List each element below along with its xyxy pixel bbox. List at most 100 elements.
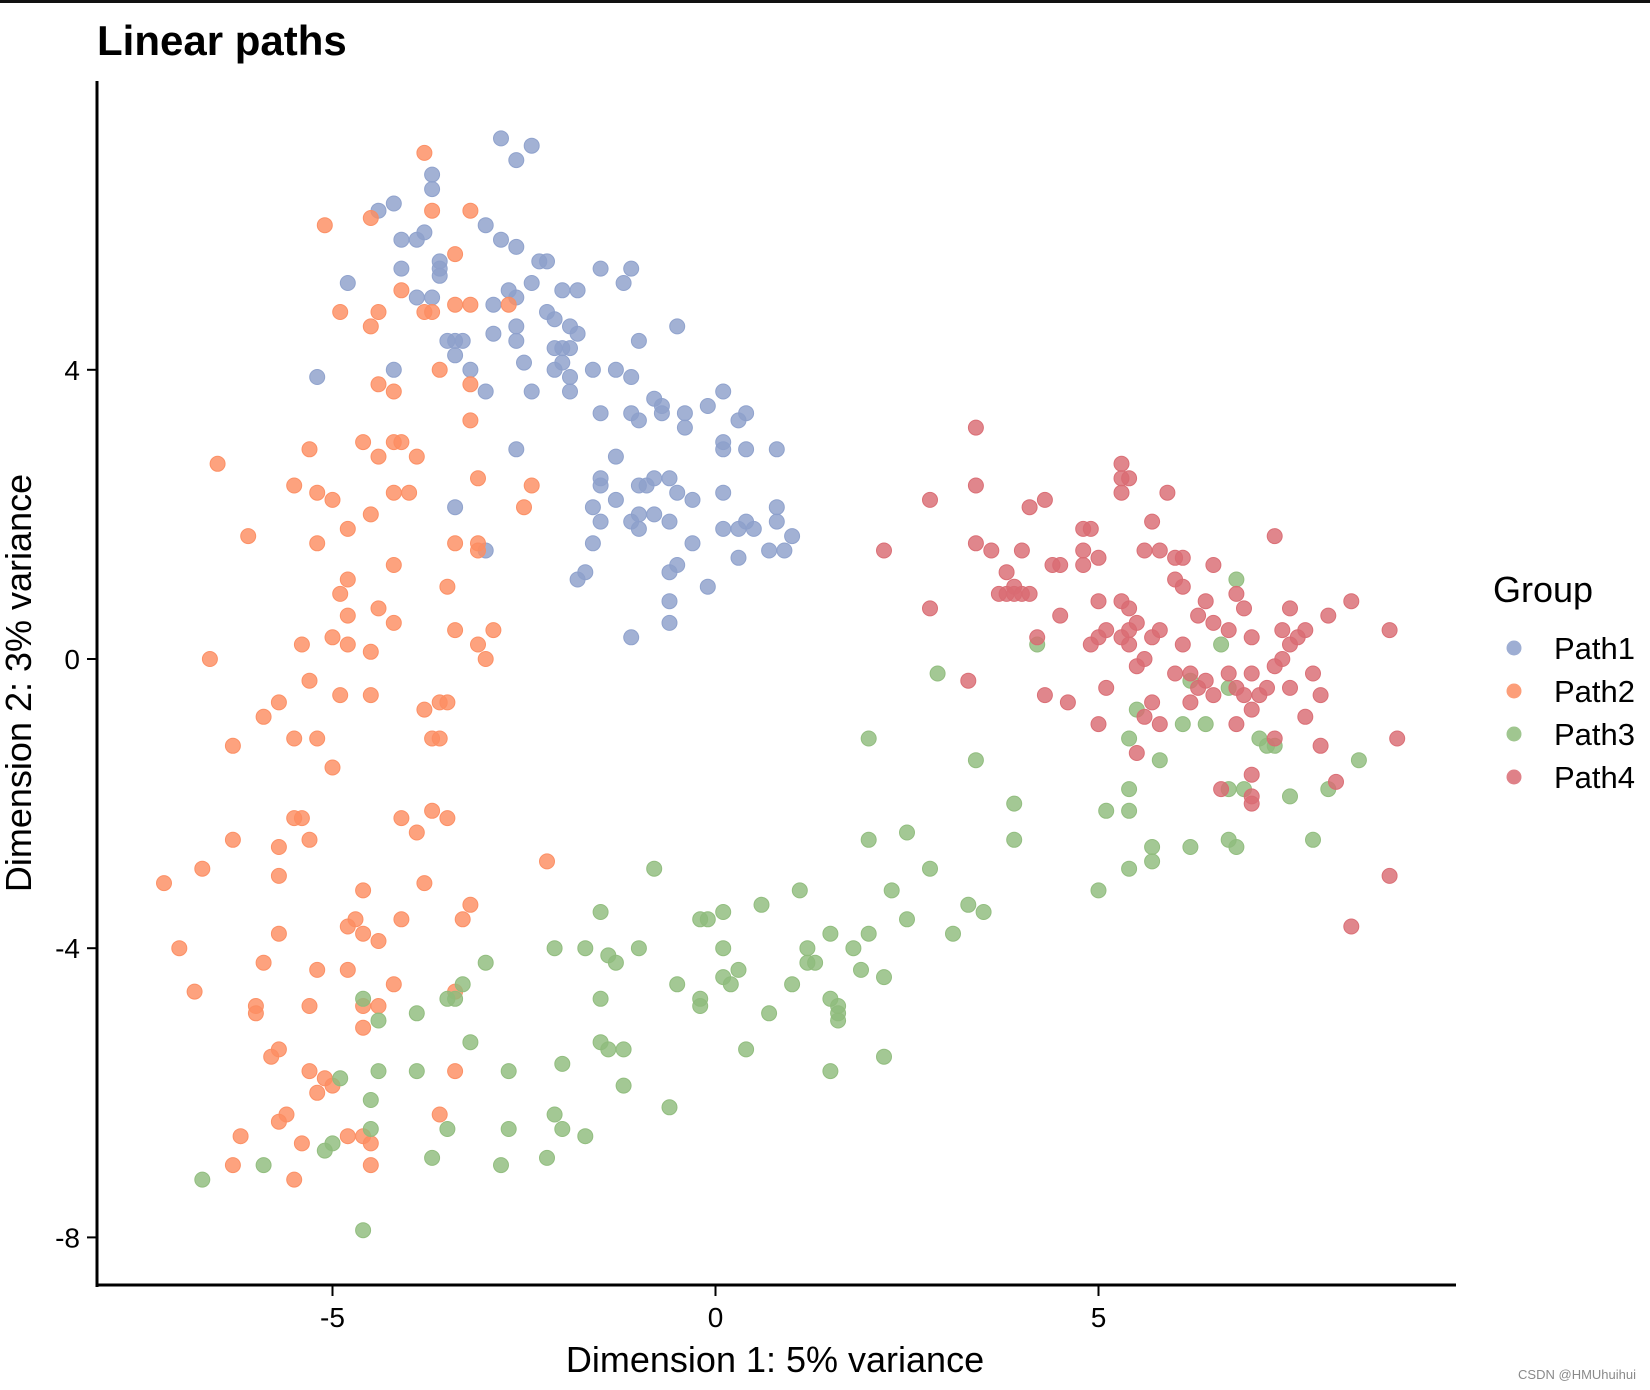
data-point-path3	[646, 860, 663, 877]
data-point-path3	[1144, 853, 1161, 870]
data-point-path2	[186, 983, 203, 1000]
data-point-path4	[1151, 716, 1168, 733]
data-point-path3	[1228, 571, 1245, 588]
data-point-path2	[447, 535, 464, 552]
data-point-path3	[784, 976, 801, 993]
legend-label-path4: Path4	[1554, 760, 1635, 795]
data-point-path1	[630, 506, 647, 523]
data-point-path4	[1090, 716, 1107, 733]
data-point-path3	[592, 990, 609, 1007]
data-point-path2	[362, 318, 379, 335]
data-point-path4	[1174, 636, 1191, 653]
data-point-path1	[516, 354, 532, 371]
data-point-path1	[715, 484, 732, 501]
data-point-path2	[539, 853, 555, 870]
data-point-path1	[508, 332, 525, 349]
data-point-path1	[653, 405, 670, 422]
data-point-path4	[1205, 614, 1222, 631]
data-point-path2	[370, 376, 387, 393]
data-point-path3	[1121, 802, 1138, 819]
data-point-path4	[1228, 585, 1245, 602]
data-point-path3	[845, 940, 862, 957]
data-point-path3	[477, 954, 494, 971]
data-point-path4	[1144, 629, 1161, 646]
data-point-path2	[156, 875, 172, 892]
data-point-path2	[416, 144, 433, 161]
data-point-path1	[715, 520, 732, 537]
data-point-path2	[324, 629, 341, 646]
data-point-path2	[523, 477, 540, 494]
data-point-path2	[270, 839, 287, 855]
data-point-path3	[753, 896, 770, 913]
data-point-path1	[485, 325, 502, 342]
legend-label-path1: Path1	[1554, 631, 1635, 666]
data-point-path1	[416, 224, 433, 241]
data-point-path3	[922, 860, 938, 877]
data-point-path2	[332, 687, 349, 704]
data-point-path4	[1174, 578, 1191, 595]
data-point-path3	[722, 976, 739, 993]
data-point-path3	[424, 1149, 441, 1166]
data-point-path2	[447, 296, 464, 313]
data-point-path4	[1282, 679, 1298, 696]
data-point-path1	[661, 470, 678, 487]
data-point-path4	[1220, 622, 1237, 639]
data-point-path2	[324, 759, 341, 776]
data-point-path4	[1312, 737, 1329, 754]
legend-swatch-path2	[1506, 683, 1522, 699]
data-point-path1	[661, 614, 678, 631]
legend-items: Path1 Path2 Path3 Path4	[1506, 631, 1635, 795]
data-point-path2	[431, 1106, 448, 1123]
data-point-path2	[362, 1157, 379, 1174]
legend-swatch-path4	[1506, 769, 1522, 785]
data-point-path2	[240, 528, 257, 545]
data-point-path2	[232, 1128, 249, 1145]
data-point-path1	[431, 260, 448, 277]
data-point-path2	[270, 867, 287, 884]
data-point-path4	[1328, 773, 1344, 790]
data-point-path3	[1228, 839, 1245, 855]
data-point-path1	[523, 383, 540, 400]
data-point-path2	[247, 1005, 264, 1022]
data-point-path2	[270, 694, 287, 711]
data-point-path1	[339, 275, 356, 291]
data-point-path4	[1167, 665, 1184, 682]
data-point-path2	[270, 925, 287, 942]
data-point-path2	[301, 831, 318, 848]
data-point-path1	[546, 311, 563, 328]
data-point-path3	[462, 1034, 479, 1051]
data-point-path2	[355, 882, 372, 899]
data-point-path3	[539, 1149, 555, 1166]
data-point-path2	[263, 1048, 280, 1065]
data-point-path1	[569, 325, 586, 342]
data-point-path1	[592, 260, 609, 277]
data-point-path3	[355, 990, 372, 1007]
data-point-path3	[1151, 752, 1168, 769]
data-point-path2	[309, 730, 326, 747]
data-point-path3	[607, 954, 624, 971]
data-point-path2	[339, 918, 356, 935]
data-point-path2	[385, 614, 402, 631]
data-point-path2	[370, 600, 387, 617]
data-point-path2	[255, 708, 272, 725]
data-point-path2	[408, 824, 425, 841]
data-point-path3	[1121, 860, 1138, 877]
data-point-path4	[1312, 687, 1329, 704]
y-tick-label: -8	[55, 1222, 80, 1253]
data-point-path1	[776, 542, 793, 559]
data-point-path4	[1075, 542, 1092, 559]
series-path1	[309, 130, 801, 646]
data-point-path1	[477, 217, 494, 234]
data-point-path1	[584, 535, 601, 552]
data-point-path2	[385, 557, 402, 573]
data-point-path4	[1228, 716, 1245, 733]
legend-swatch-path1	[1506, 640, 1522, 656]
data-point-path4	[1090, 549, 1107, 566]
data-point-path2	[339, 607, 356, 624]
top-border-line	[0, 0, 1650, 3]
data-point-path2	[431, 730, 448, 747]
data-point-path2	[339, 520, 356, 537]
data-point-path4	[876, 542, 892, 559]
data-point-path3	[362, 1121, 379, 1137]
